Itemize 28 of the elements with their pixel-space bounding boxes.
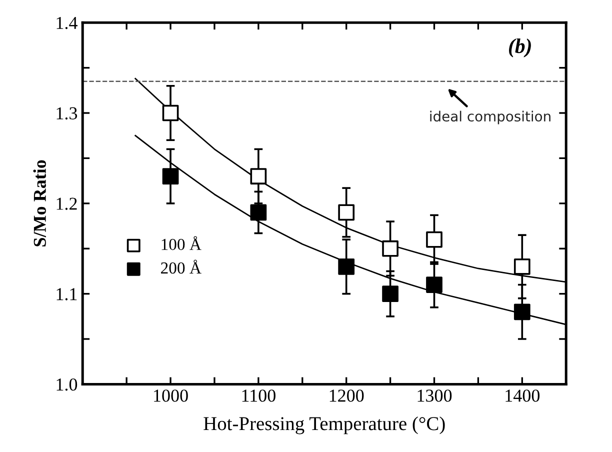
point [338, 258, 355, 275]
point [162, 168, 179, 184]
point [514, 258, 530, 275]
y-axis-title: S/Mo Ratio [33, 160, 46, 246]
legend-label: 200 Å [161, 260, 202, 274]
point [250, 168, 267, 184]
point [426, 231, 442, 248]
point [514, 304, 530, 320]
x-tick-label: 1100 [242, 390, 276, 402]
ref-line-label: ideal composition [430, 110, 550, 124]
x-tick-label: 1300 [418, 390, 452, 402]
y-tick-label: 1.0 [56, 378, 78, 391]
point [382, 240, 398, 257]
point [382, 286, 398, 302]
x-tick-label: 1400 [506, 390, 540, 402]
legend-label: 100 Å [162, 236, 202, 250]
point [338, 204, 355, 221]
x-axis-title: Hot-Pressing Temperature (°C) [204, 416, 445, 434]
annotation: (b) [508, 38, 531, 58]
y-tick-label: 1.3 [56, 107, 78, 120]
y-tick-label: 1.4 [56, 16, 78, 30]
y-tick-label: 1.2 [56, 198, 77, 210]
point [250, 204, 267, 221]
point [426, 276, 442, 293]
x-tick-label: 1200 [330, 390, 364, 402]
point [162, 104, 179, 122]
x-tick-label: 1000 [154, 390, 188, 402]
y-tick-label: 1.1 [56, 288, 77, 300]
